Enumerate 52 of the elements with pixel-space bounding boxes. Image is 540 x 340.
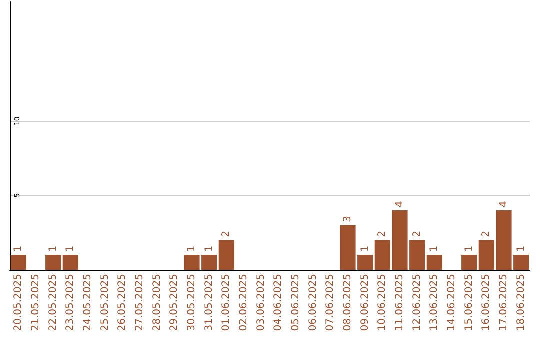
x-tick-label: 04.06.2025	[273, 274, 284, 332]
bar	[462, 255, 478, 270]
data-label: 3	[342, 216, 354, 222]
x-tick-label: 24.05.2025	[82, 274, 94, 332]
x-tick-label: 25.05.2025	[100, 274, 111, 332]
bar	[62, 255, 78, 270]
x-tick-label: 03.06.2025	[256, 274, 267, 332]
data-label: 1	[360, 246, 371, 252]
data-label: 1	[204, 246, 215, 252]
x-tick-label: 27.05.2025	[134, 274, 146, 332]
x-tick-label: 08.06.2025	[342, 274, 354, 332]
x-tick-label: 31.05.2025	[204, 274, 215, 332]
x-tick-label: 18.06.2025	[516, 274, 527, 332]
x-tick-label: 17.06.2025	[498, 274, 510, 332]
x-tick-label: 12.06.2025	[412, 274, 423, 332]
x-tick-label: 23.05.2025	[65, 274, 76, 332]
x-tick-label: 14.06.2025	[446, 274, 458, 332]
data-label: 1	[464, 246, 475, 252]
x-tick-label: 07.06.2025	[325, 274, 336, 332]
data-label: 1	[186, 246, 198, 252]
x-tick-label: 22.05.2025	[48, 274, 59, 332]
x-tick-label: 28.05.2025	[152, 274, 163, 332]
data-label: 1	[429, 246, 440, 252]
x-tick-label: 11.06.2025	[394, 274, 406, 332]
data-label: 1	[516, 246, 527, 252]
bar	[426, 255, 442, 270]
x-tick-label: 20.05.2025	[13, 274, 24, 332]
data-label: 1	[48, 246, 59, 252]
data-label: 2	[481, 230, 492, 238]
bar	[10, 255, 26, 270]
x-tick-label: 29.05.2025	[169, 274, 180, 332]
x-tick-label: 06.06.2025	[308, 274, 319, 332]
x-tick-label: 15.06.2025	[464, 274, 475, 332]
data-label: 4	[498, 201, 510, 208]
x-tick-label: 16.06.2025	[481, 274, 492, 332]
x-tick-label: 30.05.2025	[186, 274, 198, 332]
data-label: 4	[394, 201, 406, 208]
data-label: 2	[412, 230, 423, 238]
x-tick-label: 26.05.2025	[117, 274, 128, 332]
data-label: 2	[377, 230, 388, 238]
bar	[218, 240, 234, 270]
x-tick-label: 09.06.2025	[360, 274, 371, 332]
data-label: 1	[13, 246, 24, 252]
x-tick-label: 05.06.2025	[290, 274, 302, 332]
x-tick-label: 21.05.2025	[30, 274, 42, 332]
x-tick-label: 13.06.2025	[429, 274, 440, 332]
bar	[46, 255, 62, 270]
data-label: 1	[65, 246, 76, 252]
data-label: 2	[221, 230, 232, 238]
x-tick-label: 01.06.2025	[221, 274, 232, 332]
x-tick-label: 10.06.2025	[377, 274, 388, 332]
x-tick-label: 02.06.2025	[238, 274, 250, 332]
